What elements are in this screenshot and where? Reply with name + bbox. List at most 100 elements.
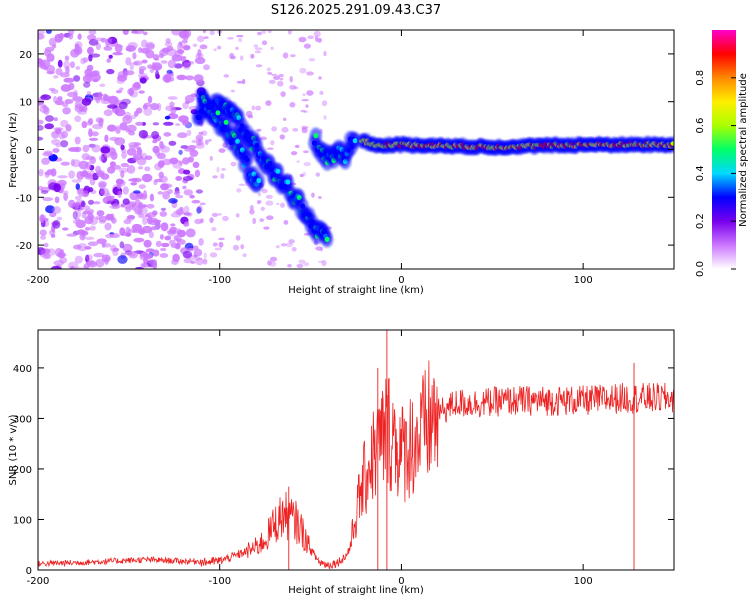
noise-cell	[183, 221, 190, 227]
noise-cell	[126, 215, 136, 220]
noise-cell	[213, 48, 217, 52]
noise-cell	[152, 249, 160, 257]
noise-cell	[115, 127, 121, 134]
noise-cell	[145, 248, 155, 253]
noise-cell	[38, 124, 44, 131]
noise-cell	[61, 190, 69, 195]
noise-cell	[144, 253, 153, 260]
noise-cell	[193, 74, 204, 83]
noise-cell	[142, 31, 148, 36]
noise-cell	[159, 141, 164, 149]
noise-cell	[40, 94, 52, 101]
noise-cell	[68, 32, 74, 40]
noise-cell	[141, 173, 153, 183]
noise-cell	[82, 57, 89, 63]
noise-cell	[184, 94, 195, 103]
x-tick-label: 100	[574, 275, 593, 286]
noise-cell	[188, 61, 195, 65]
noise-cell	[62, 227, 69, 231]
noise-cell	[159, 175, 168, 183]
noise-cell	[107, 124, 117, 132]
noise-cell	[227, 37, 234, 40]
noise-cell	[143, 102, 151, 108]
noise-cell	[49, 229, 56, 236]
noise-cell	[266, 67, 272, 72]
noise-cell	[196, 35, 205, 43]
noise-cell	[76, 188, 84, 194]
noise-cell	[122, 115, 133, 124]
signal-cell	[256, 177, 262, 184]
spectrogram-y-axis-label: Frequency (Hz)	[8, 112, 19, 188]
noise-cell	[254, 50, 262, 54]
noise-cell	[122, 30, 129, 35]
noise-cell	[88, 199, 94, 205]
noise-cell	[236, 188, 242, 193]
noise-cell	[303, 162, 311, 167]
noise-cell	[152, 122, 160, 126]
noise-cell	[282, 52, 289, 59]
colorbar-tick-label: 0.6	[695, 118, 706, 134]
noise-cell	[38, 33, 45, 40]
noise-cell	[125, 128, 131, 133]
noise-cell	[105, 233, 114, 239]
noise-cell	[222, 215, 229, 222]
noise-cell	[180, 145, 189, 149]
noise-cell	[52, 206, 61, 214]
noise-cell	[91, 144, 101, 153]
snr-x-axis-label: Height of straight line (km)	[288, 585, 424, 596]
noise-cell	[65, 66, 70, 74]
noise-cell	[163, 121, 174, 126]
noise-cell	[196, 206, 202, 214]
noise-cell	[279, 134, 285, 140]
noise-cell	[195, 134, 204, 142]
spectrogram-y-ticks: -20 -10 0 10 20	[16, 50, 674, 252]
noise-cell	[165, 105, 175, 111]
noise-cell	[182, 176, 194, 181]
noise-cell	[75, 66, 81, 70]
colorbar-ticks: 0.0 0.2 0.4 0.6 0.8	[695, 70, 736, 277]
noise-cell	[151, 219, 162, 223]
noise-cell	[133, 190, 141, 194]
noise-cell	[48, 37, 57, 47]
noise-cell	[117, 190, 122, 198]
noise-cell	[203, 258, 208, 265]
noise-cell	[136, 157, 147, 166]
noise-cell	[74, 195, 82, 200]
signal-cell	[235, 138, 240, 144]
noise-cell	[57, 175, 68, 179]
noise-cell	[81, 212, 87, 219]
noise-cell	[164, 115, 171, 120]
noise-cell	[167, 96, 178, 100]
noise-cell	[53, 183, 61, 193]
noise-cell	[253, 44, 258, 48]
noise-cell	[195, 257, 204, 266]
noise-cell	[72, 210, 78, 220]
noise-cell	[160, 207, 167, 211]
noise-cell	[104, 222, 112, 231]
noise-cell	[48, 87, 56, 91]
spectrogram-signal-tracks	[191, 86, 674, 248]
noise-cell	[239, 55, 244, 61]
noise-cell	[179, 206, 184, 211]
noise-cell	[230, 161, 237, 167]
colorbar-tick-label: 0.0	[695, 261, 706, 277]
noise-cell	[155, 240, 162, 247]
noise-cell	[106, 58, 112, 63]
noise-cell	[217, 45, 222, 50]
noise-cell	[59, 72, 70, 78]
noise-cell	[303, 150, 309, 154]
noise-cell	[317, 260, 324, 263]
noise-cell	[89, 71, 98, 77]
noise-cell	[128, 250, 139, 259]
noise-cell	[287, 30, 292, 35]
noise-cell	[92, 123, 104, 130]
noise-cell	[148, 259, 158, 263]
noise-cell	[289, 102, 296, 108]
signal-cell	[215, 110, 221, 116]
noise-cell	[42, 152, 54, 157]
noise-cell	[149, 193, 154, 202]
noise-cell	[144, 166, 151, 172]
noise-cell	[149, 103, 160, 111]
noise-cell	[191, 199, 201, 204]
noise-cell	[93, 37, 104, 42]
